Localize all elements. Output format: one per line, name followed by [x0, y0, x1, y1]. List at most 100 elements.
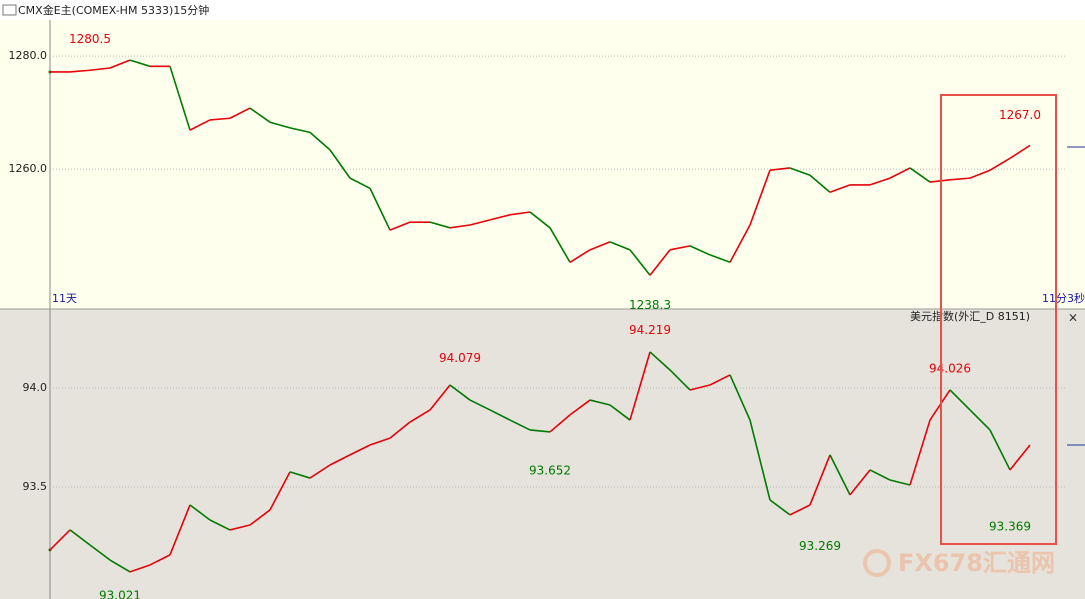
price-segment	[389, 421, 411, 439]
price-segment	[949, 389, 971, 411]
x-label-right: 11分3秒	[1042, 291, 1085, 305]
price-segment	[569, 399, 591, 416]
price-segment	[749, 419, 771, 501]
price-segment	[189, 504, 211, 521]
price-segment	[909, 419, 931, 486]
price-segment	[449, 384, 471, 401]
title-bar	[0, 0, 1085, 20]
price-segment	[789, 167, 811, 177]
price-segment	[369, 187, 391, 231]
watermark: FX678汇通网	[898, 549, 1055, 577]
price-segment	[709, 374, 731, 386]
price-segment	[569, 249, 591, 263]
icon	[2, 4, 17, 16]
price-segment	[329, 454, 351, 466]
watermark-logo	[863, 549, 891, 577]
price-segment	[289, 471, 311, 479]
price-segment	[1009, 444, 1031, 471]
price-segment	[549, 227, 571, 263]
price-segment	[629, 351, 651, 421]
extreme-label: 1238.3	[629, 298, 671, 312]
price-segment	[329, 149, 351, 179]
price-segment	[349, 177, 371, 189]
price-segment	[969, 409, 991, 431]
price-segment	[529, 429, 551, 433]
price-segment	[529, 211, 551, 229]
price-segment	[869, 469, 891, 481]
price-segment	[389, 221, 411, 231]
price-segment	[889, 167, 911, 179]
price-segment	[669, 369, 691, 391]
price-segment	[689, 245, 711, 256]
price-segment	[789, 504, 811, 516]
price-segment	[49, 529, 71, 551]
extreme-label: 93.369	[989, 519, 1031, 533]
price-segment	[589, 399, 611, 406]
price-segment	[249, 509, 271, 526]
y-tick-label: 94.0	[23, 381, 48, 394]
price-segment	[729, 374, 751, 421]
price-segment	[689, 384, 711, 391]
price-segment	[269, 121, 291, 129]
extreme-label: 93.652	[529, 463, 571, 477]
price-segment	[629, 249, 651, 276]
price-segment	[669, 245, 691, 251]
price-segment	[249, 107, 271, 123]
price-segment	[429, 384, 451, 411]
price-segment	[589, 241, 611, 251]
price-segment	[169, 66, 191, 131]
price-segment	[109, 59, 131, 69]
price-segment	[609, 241, 631, 251]
dxy-title: 美元指数(外汇_D 8151)	[910, 309, 1030, 323]
price-segment	[949, 177, 971, 181]
price-segment	[89, 544, 111, 561]
price-segment	[369, 437, 391, 446]
price-segment	[509, 211, 531, 216]
extreme-label: 1267.0	[999, 108, 1041, 122]
price-segment	[409, 409, 431, 423]
price-segment	[229, 524, 251, 531]
price-segment	[869, 177, 891, 186]
price-segment	[69, 529, 91, 546]
price-segment	[769, 167, 791, 172]
price-segment	[129, 59, 151, 68]
close-button[interactable]: ×	[1068, 311, 1078, 325]
extreme-label: 94.219	[629, 323, 671, 337]
extreme-label: 93.269	[799, 539, 841, 553]
price-segment	[469, 219, 491, 226]
price-segment	[129, 564, 151, 573]
price-segment	[989, 157, 1011, 171]
x-label-left: 11天	[52, 292, 77, 305]
dxy-panel	[0, 309, 1085, 599]
price-segment	[829, 454, 851, 496]
price-segment	[489, 214, 511, 221]
price-segment	[849, 469, 871, 496]
price-segment	[89, 67, 111, 72]
price-segment	[509, 419, 531, 431]
price-segment	[469, 399, 491, 411]
extreme-label: 93.021	[99, 588, 141, 599]
price-segment	[889, 479, 911, 486]
price-segment	[169, 504, 191, 556]
price-segment	[769, 499, 791, 516]
price-segment	[1009, 144, 1031, 160]
extreme-label: 94.026	[929, 361, 971, 375]
y-tick-label: 1280.0	[9, 49, 48, 62]
price-segment	[109, 559, 131, 573]
highlight-box	[940, 94, 1057, 545]
price-segment	[549, 414, 571, 433]
price-segment	[209, 519, 231, 531]
price-segment	[729, 224, 751, 263]
price-segment	[209, 117, 231, 121]
price-segment	[349, 444, 371, 456]
price-segment	[309, 131, 331, 151]
price-segment	[289, 127, 311, 134]
price-segment	[149, 554, 171, 566]
price-segment	[609, 404, 631, 421]
extreme-label: 94.079	[439, 351, 481, 365]
price-segment	[969, 169, 991, 179]
price-segment	[649, 351, 671, 371]
price-segment	[429, 221, 451, 229]
y-tick-label: 1260.0	[9, 162, 48, 175]
